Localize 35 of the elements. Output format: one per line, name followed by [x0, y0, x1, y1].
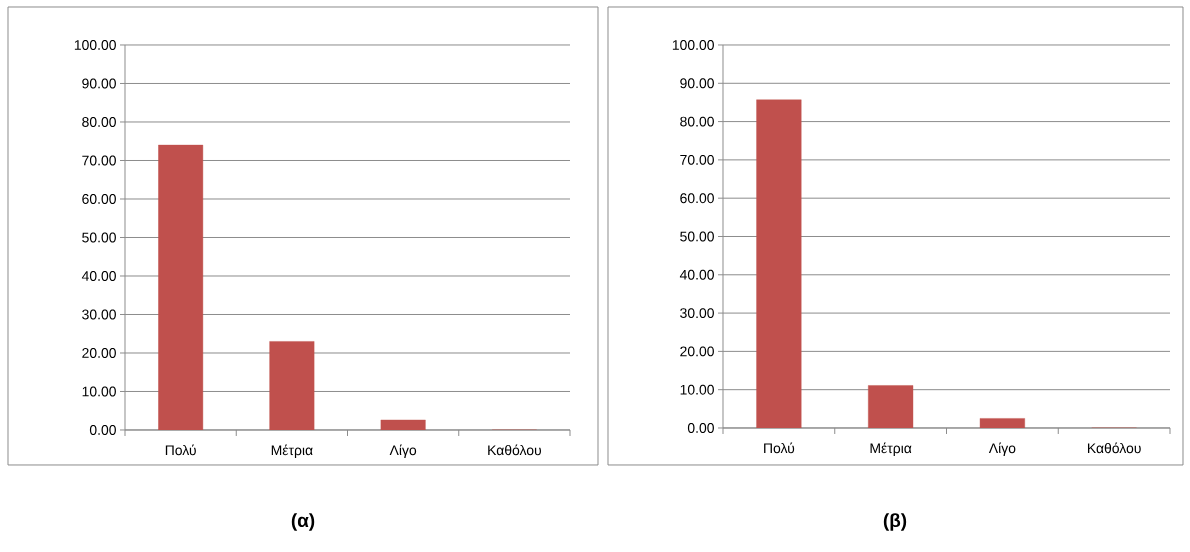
y-tick-label: 80.00	[82, 117, 116, 127]
y-tick-label: 10.00	[680, 384, 714, 395]
y-tick-label: 90.00	[680, 78, 714, 89]
y-tick-label: 50.00	[680, 231, 714, 242]
y-tick-label: 90.00	[82, 78, 116, 89]
x-tick-label: Μέτρια	[271, 444, 313, 458]
y-tick-label: 30.00	[82, 309, 116, 320]
x-tick-label: Καθόλου	[488, 444, 542, 456]
y-tick-label: 20.00	[680, 346, 714, 357]
y-tick-label: 80.00	[680, 116, 714, 127]
y-tick-label: 0.00	[687, 423, 714, 433]
x-tick-label: Λίγο	[389, 444, 417, 458]
x-tick-label: Καθόλου	[1087, 442, 1141, 454]
y-tick-label: 70.00	[680, 154, 714, 165]
x-tick-label: Πολύ	[165, 444, 196, 456]
y-tick-label: 10.00	[82, 386, 116, 397]
x-tick-label: Πολύ	[764, 442, 795, 454]
y-tick-label: 100.00	[74, 40, 116, 50]
x-tick-label: Λίγο	[988, 442, 1016, 456]
x-tick-label: Μέτρια	[870, 442, 912, 456]
y-tick-label: 50.00	[82, 232, 116, 243]
text: (β)	[883, 513, 907, 531]
y-tick-label: 40.00	[81, 271, 116, 281]
y-tick-label: 40.00	[679, 269, 714, 280]
y-tick-label: 70.00	[82, 155, 116, 166]
y-tick-label: 30.00	[680, 308, 714, 319]
bar	[868, 385, 914, 428]
y-tick-label: 60.00	[680, 193, 714, 204]
text: (α)	[291, 513, 315, 531]
y-tick-label: 20.00	[82, 348, 116, 358]
bar	[756, 99, 802, 428]
bar	[979, 418, 1025, 428]
y-tick-label: 60.00	[82, 194, 116, 204]
y-tick-label: 100.00	[672, 40, 714, 50]
y-tick-label: 0.00	[89, 425, 116, 435]
